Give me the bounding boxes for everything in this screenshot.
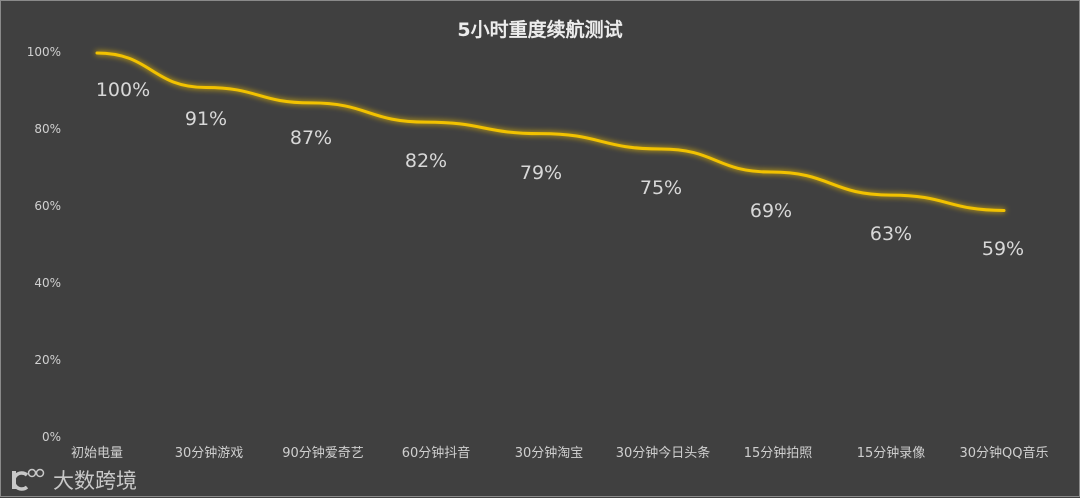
y-tick-20: 20% bbox=[34, 353, 61, 367]
x-tick-label: 90分钟爱奇艺 bbox=[282, 446, 364, 461]
data-label: 63% bbox=[869, 223, 913, 246]
x-tick-label: 15分钟录像 bbox=[856, 446, 926, 461]
data-label: 82% bbox=[404, 150, 448, 173]
y-tick-0: 0% bbox=[41, 430, 61, 444]
watermark-text: 大数跨境 bbox=[53, 469, 137, 493]
y-tick-40: 40% bbox=[34, 276, 61, 290]
x-tick-label: 30分钟游戏 bbox=[174, 446, 244, 461]
x-tick-label: 30分钟今日头条 bbox=[615, 446, 711, 461]
data-label: 100% bbox=[95, 79, 151, 101]
y-tick-80: 80% bbox=[34, 122, 61, 136]
x-tick-label: 30分钟QQ音乐 bbox=[959, 446, 1049, 461]
x-tick-label: 初始电量 bbox=[70, 446, 124, 461]
x-tick-label: 15分钟拍照 bbox=[743, 446, 813, 461]
y-tick-60: 60% bbox=[34, 199, 61, 213]
data-label: 69% bbox=[749, 200, 793, 223]
data-label: 87% bbox=[289, 126, 333, 149]
x-tick-label: 60分钟抖音 bbox=[401, 446, 471, 461]
data-label: 79% bbox=[519, 161, 563, 184]
y-tick-100: 100% bbox=[26, 45, 61, 59]
watermark: 大数跨境 bbox=[11, 465, 137, 495]
data-label: 59% bbox=[981, 238, 1025, 261]
brand-logo-icon bbox=[11, 468, 45, 491]
data-label: 75% bbox=[639, 177, 683, 199]
x-tick-label: 30分钟淘宝 bbox=[514, 446, 584, 461]
battery-line bbox=[95, 51, 1006, 212]
chart-title: 5小时重度续航测试 bbox=[457, 19, 623, 41]
data-label: 91% bbox=[184, 107, 228, 130]
